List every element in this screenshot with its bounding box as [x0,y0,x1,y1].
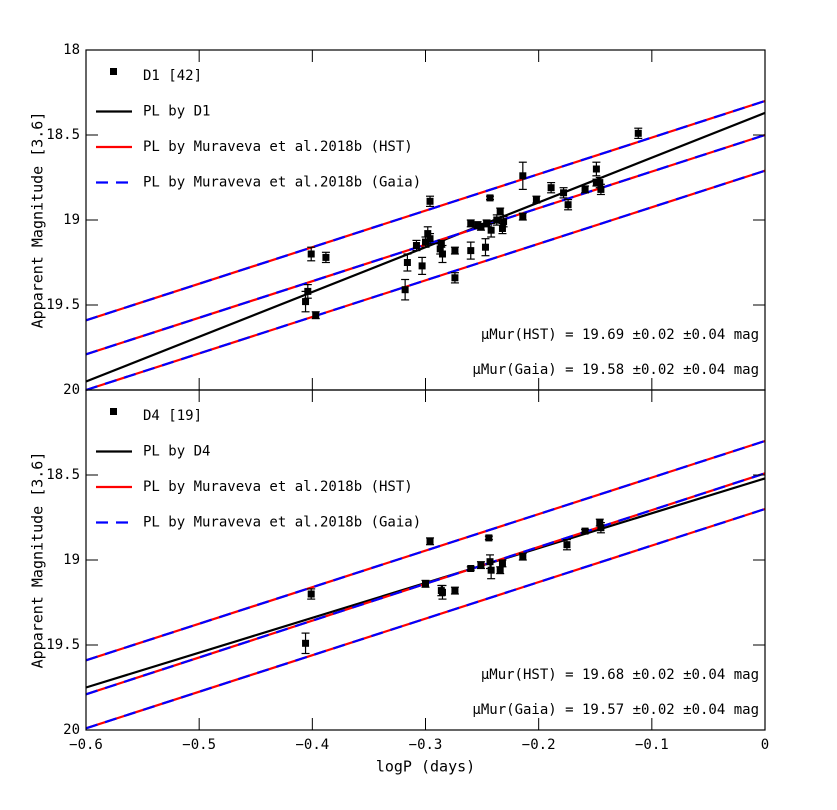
legend-label: PL by D4 [143,444,210,460]
point [597,524,605,532]
point [312,311,320,319]
point [438,588,446,596]
y-tick-label: 19.5 [46,637,80,653]
point [302,639,310,647]
point [493,216,501,224]
point [592,179,600,187]
point [467,247,475,255]
point [496,208,504,215]
legend-label: PL by D1 [143,104,210,120]
point [438,250,446,258]
pl-line [85,439,766,662]
point [547,184,555,192]
point [498,559,506,567]
x-tick-label: −0.5 [182,737,216,753]
point [401,286,409,294]
point [592,165,600,173]
point [477,223,485,231]
point [496,566,504,574]
point [519,172,527,180]
point [451,587,459,595]
point [519,553,527,561]
y-tick-label: 19 [63,552,80,568]
x-tick-label: −0.6 [69,737,103,753]
legend-label: PL by Muraveva et al.2018b (Gaia) [143,515,421,531]
point [532,196,540,204]
point [581,185,589,193]
point [451,274,459,282]
point [481,243,489,251]
y-tick-label: 18.5 [46,467,80,483]
point [412,242,420,249]
y-axis-label: Apparent Magnitude [3.6] [29,112,47,329]
point [418,262,426,270]
annotation: μMur(HST) = 19.69 ±0.02 ±0.04 mag [481,327,759,343]
legend-label: PL by Muraveva et al.2018b (HST) [143,479,413,495]
point [322,253,330,261]
point [485,534,493,542]
point [467,565,475,572]
x-axis-label: logP (days) [376,758,475,776]
point [403,259,411,266]
point [437,240,445,248]
x-tick-label: −0.1 [635,737,669,753]
point [597,185,605,193]
point [302,298,310,306]
pl-line [85,507,766,730]
x-tick-label: 0 [761,737,769,753]
point [467,219,475,227]
x-tick-label: −0.3 [409,737,443,753]
point [486,194,494,202]
x-tick-label: −0.4 [295,737,329,753]
y-axis-label: Apparent Magnitude [3.6] [29,452,47,669]
y-tick-label: 18.5 [46,127,80,143]
point [487,226,495,234]
point [426,537,434,545]
point [307,250,315,258]
point [498,225,506,232]
point [477,561,485,569]
point [307,590,315,598]
point [426,235,434,243]
legend-marker [110,68,117,75]
annotation: μMur(Gaia) = 19.58 ±0.02 ±0.04 mag [472,362,759,378]
pl-line [85,169,766,392]
point [487,566,495,574]
point [422,580,429,588]
point [483,219,491,227]
legend-label: D1 [42] [143,68,202,84]
point [422,238,429,246]
point [634,129,642,137]
annotation: μMur(Gaia) = 19.57 ±0.02 ±0.04 mag [472,702,759,718]
legend-label: D4 [19] [143,408,202,424]
point [436,245,444,253]
legend-label: PL by Muraveva et al.2018b (Gaia) [143,175,421,191]
x-tick-label: −0.2 [522,737,556,753]
point [500,218,508,226]
point [560,189,568,197]
y-tick-label: 20 [63,382,80,398]
y-tick-label: 19.5 [46,297,80,313]
point [563,541,571,549]
y-tick-label: 18 [63,42,80,58]
legend-marker [110,408,117,415]
pl-line [85,99,766,322]
legend-label: PL by Muraveva et al.2018b (HST) [143,139,413,155]
y-tick-label: 19 [63,212,80,228]
y-tick-label: 20 [63,722,80,738]
point [426,197,434,205]
point [519,213,527,221]
point [581,527,589,535]
annotation: μMur(HST) = 19.68 ±0.02 ±0.04 mag [481,667,759,683]
point [564,201,572,209]
point [451,247,459,255]
